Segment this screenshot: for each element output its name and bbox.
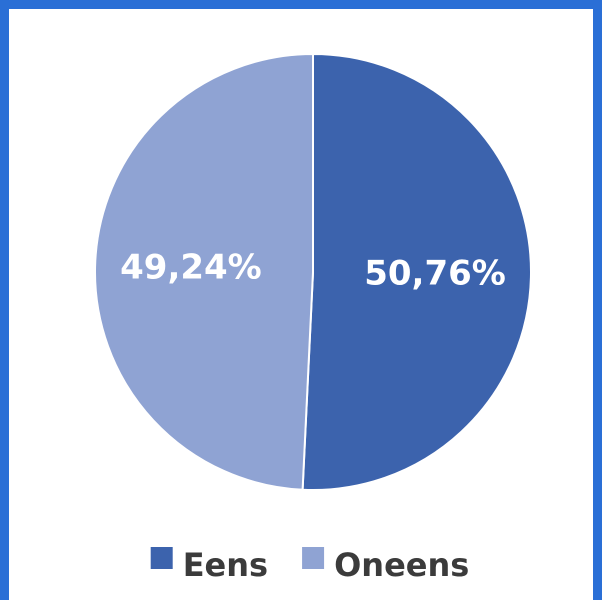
- data-label-eens: 50,76%: [364, 253, 506, 293]
- pie-chart: 50,76% 49,24% Eens Oneens: [94, 52, 533, 584]
- legend: Eens Oneens: [150, 546, 469, 584]
- pie-data-labels: 50,76% 49,24%: [120, 248, 506, 294]
- legend-label-oneens: Oneens: [334, 546, 469, 584]
- pie-slice-oneens: [94, 52, 314, 491]
- data-label-oneens: 49,24%: [120, 248, 262, 288]
- pie-slices: [94, 52, 533, 491]
- legend-swatch-oneens: [302, 547, 325, 569]
- legend-label-eens: Eens: [183, 546, 268, 584]
- legend-swatch-eens: [150, 547, 173, 569]
- pie-slice-eens: [301, 52, 533, 491]
